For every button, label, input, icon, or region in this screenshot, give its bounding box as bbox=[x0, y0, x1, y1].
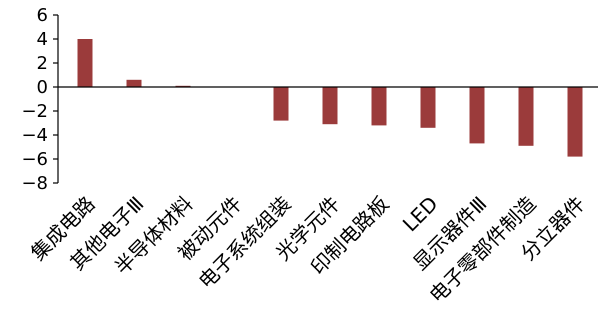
y-tick-label: −2 bbox=[21, 101, 48, 122]
bar bbox=[126, 79, 142, 87]
bar bbox=[77, 39, 93, 87]
y-tick-label: 0 bbox=[37, 77, 48, 98]
y-tick-label: −8 bbox=[21, 173, 48, 194]
y-axis: 6 4 2 0 −2 −4 −6 −8 bbox=[21, 5, 59, 194]
bar bbox=[420, 87, 436, 128]
bar bbox=[273, 87, 289, 121]
bar bbox=[567, 87, 583, 157]
y-tick-label: 2 bbox=[37, 53, 48, 74]
y-tick-label: 4 bbox=[37, 29, 48, 50]
bar bbox=[518, 87, 534, 146]
bar bbox=[371, 87, 387, 126]
y-tick-label: 6 bbox=[37, 5, 48, 26]
bars bbox=[77, 39, 583, 157]
y-tick-label: −4 bbox=[21, 125, 48, 146]
bar bbox=[322, 87, 338, 125]
y-tick-label: −6 bbox=[21, 149, 48, 170]
bar bbox=[469, 87, 485, 144]
